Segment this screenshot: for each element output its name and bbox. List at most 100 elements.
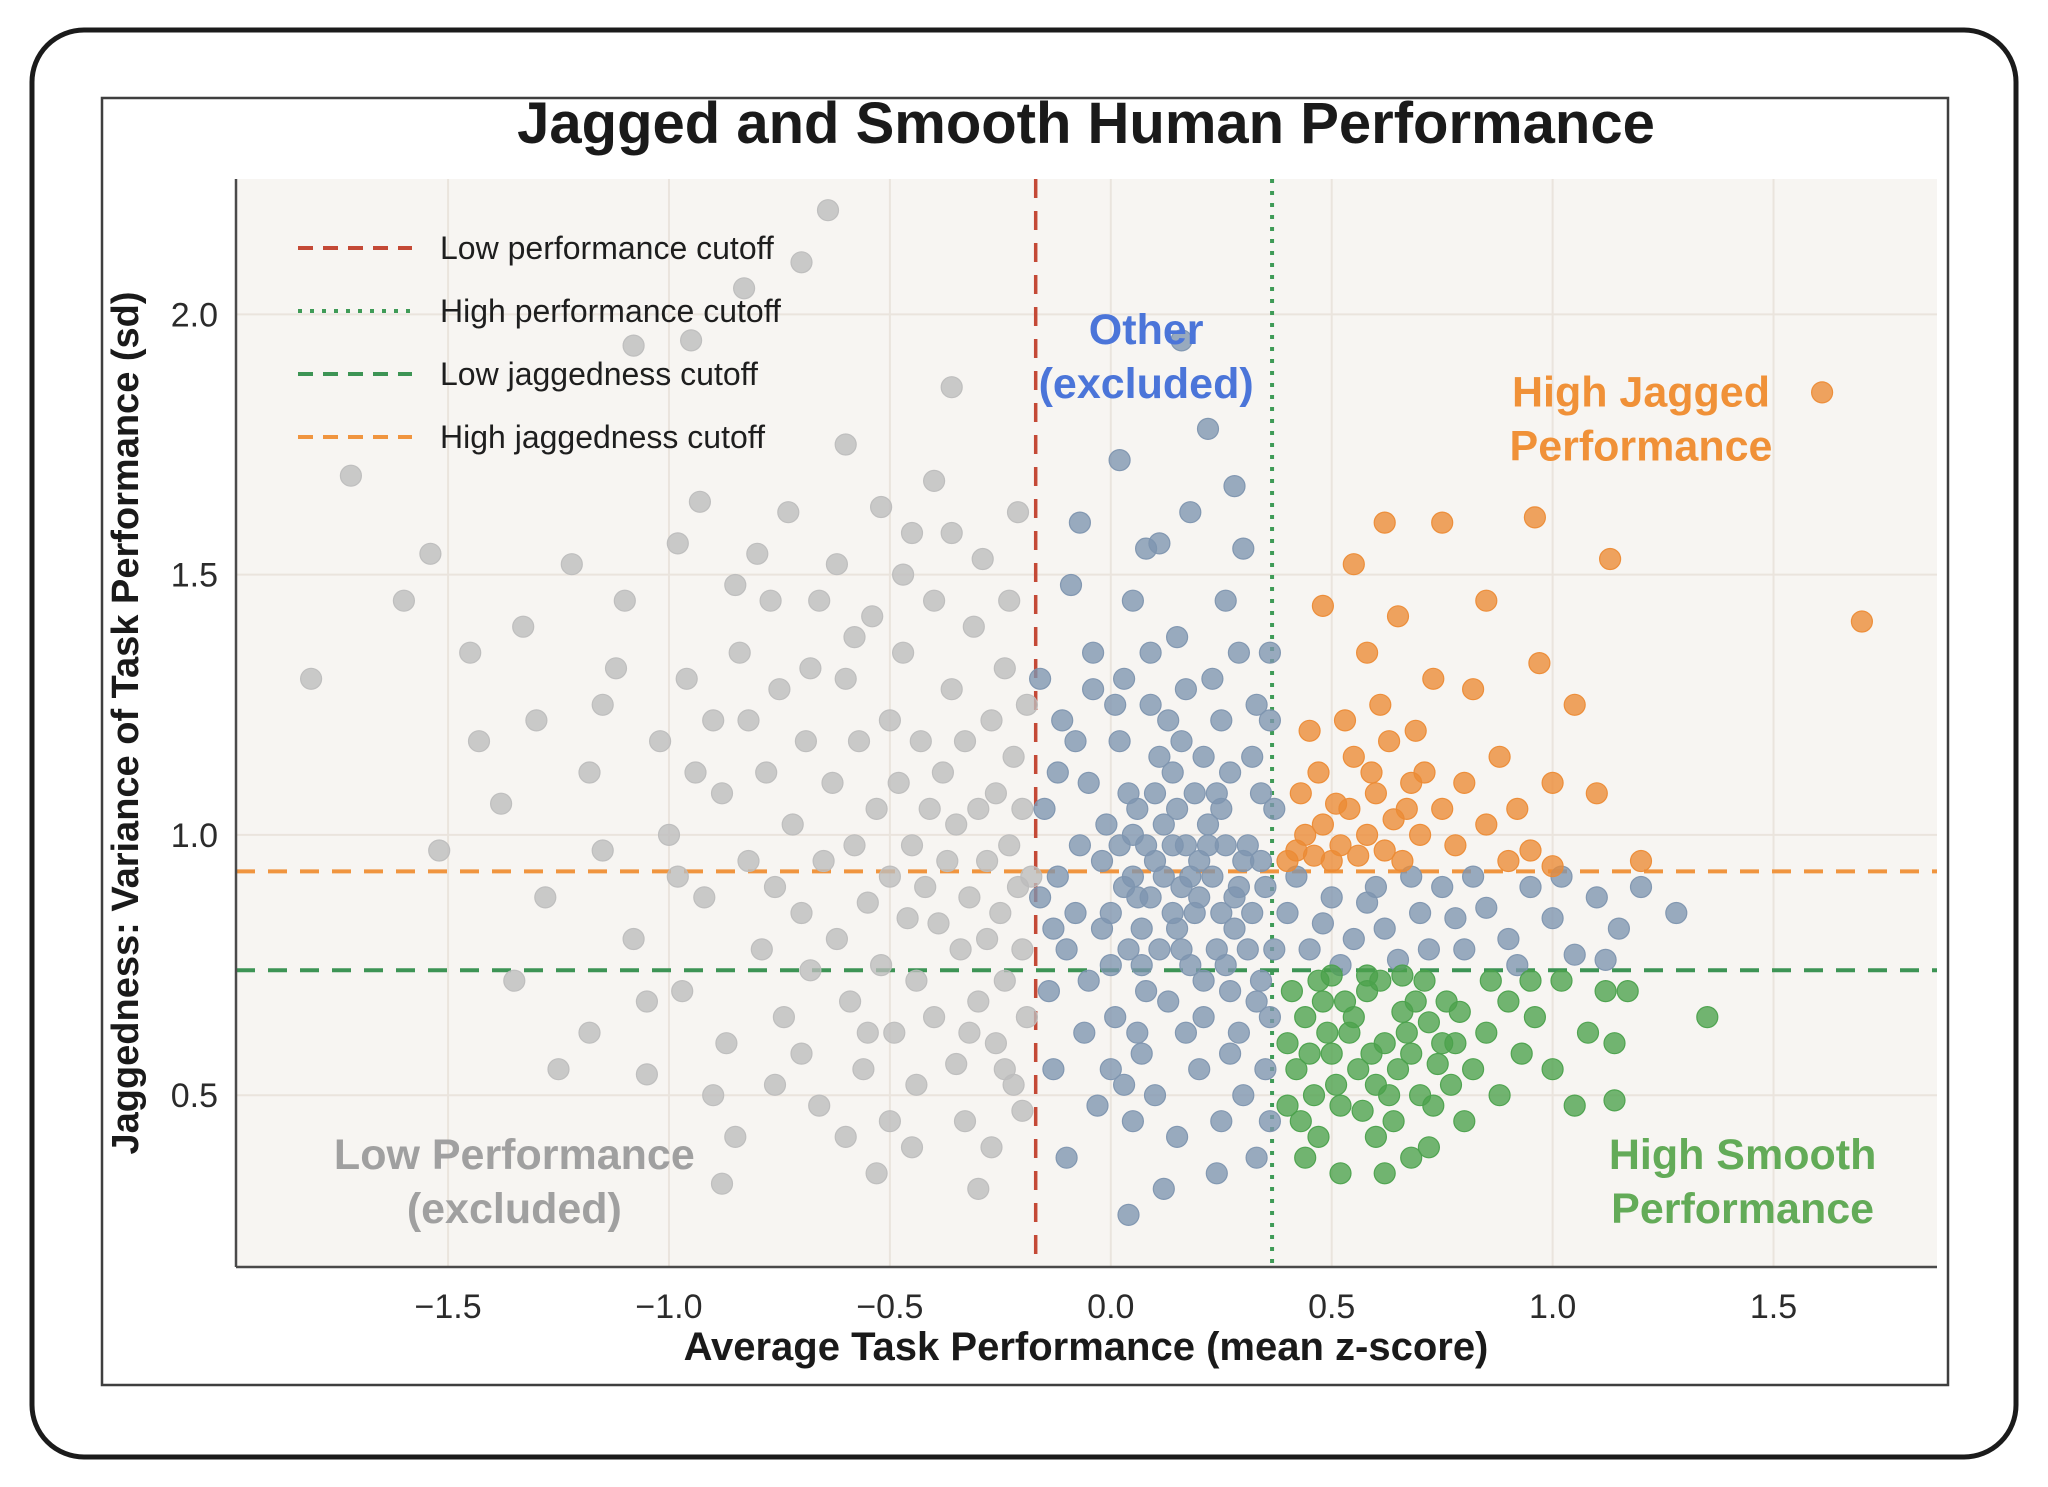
outer-rounded-border: [29, 27, 2019, 1460]
scatter-point: [852, 1058, 875, 1081]
scatter-point: [1108, 730, 1131, 753]
scatter-point: [936, 849, 959, 873]
scatter-point: [759, 589, 782, 612]
scatter-point: [693, 886, 716, 909]
scatter-point: [1320, 964, 1343, 987]
scatter-point: [1227, 641, 1251, 664]
scatter-point: [1280, 979, 1304, 1003]
scatter-point: [856, 1021, 879, 1044]
scatter-point: [1143, 1084, 1167, 1107]
scatter-point: [975, 849, 999, 873]
scatter-point: [1417, 938, 1441, 961]
scatter-point: [980, 1136, 1003, 1159]
scatter-point: [1117, 1203, 1140, 1227]
scatter-point: [905, 969, 928, 992]
scatter-point: [1134, 979, 1158, 1003]
scatter-point: [1223, 886, 1246, 909]
scatter-point: [1541, 771, 1564, 795]
scatter-point: [1585, 782, 1608, 805]
scatter-point: [1245, 1146, 1268, 1169]
scatter-point: [1422, 667, 1445, 690]
scatter-point: [622, 927, 645, 951]
scatter-point: [949, 938, 972, 961]
scatter-point: [1051, 709, 1074, 732]
scatter-point: [1523, 506, 1547, 529]
scatter-point: [1324, 1073, 1348, 1096]
scatter-point: [560, 553, 583, 576]
gridlines: [236, 179, 1937, 1267]
scatter-point: [1241, 745, 1264, 768]
scatter-point: [1112, 667, 1136, 690]
legend-label: High performance cutoff: [440, 293, 781, 329]
scatter-point: [1377, 730, 1401, 753]
scatter-point: [1594, 979, 1617, 1003]
scatter-point: [799, 959, 822, 982]
scatter-point: [1329, 834, 1352, 857]
scatter-point: [1373, 839, 1396, 862]
scatter-point: [1404, 990, 1427, 1013]
scatter-point: [1298, 719, 1321, 742]
scatter-point: [794, 730, 818, 753]
scatter-point: [1214, 953, 1237, 977]
scatter-point: [918, 797, 941, 821]
y-tick-label: 0.5: [171, 1077, 218, 1115]
scatter-point: [1333, 709, 1357, 732]
scatter-point: [1311, 594, 1335, 618]
scatter-point: [1329, 1094, 1352, 1117]
scatter-point: [1850, 610, 1874, 633]
scatter-point: [1506, 797, 1529, 821]
scatter-point: [989, 901, 1012, 925]
scatter-point: [702, 1084, 725, 1107]
scatter-point: [1377, 1084, 1401, 1107]
scatter-point: [1475, 589, 1498, 612]
scatter-point: [984, 782, 1008, 805]
scatter-point: [1210, 901, 1233, 925]
high-smooth-label: High Smooth: [1609, 1131, 1877, 1179]
scatter-point: [1444, 907, 1467, 930]
scatter-point: [1090, 917, 1114, 940]
scatter-point: [1311, 813, 1335, 836]
scatter-point: [1391, 849, 1414, 873]
scatter-point: [1351, 1099, 1374, 1122]
scatter-point: [715, 1032, 738, 1055]
scatter-point: [1355, 823, 1379, 847]
scatter-point: [1426, 1052, 1449, 1076]
scatter-point: [1179, 501, 1202, 524]
scatter-point: [1475, 896, 1498, 919]
y-tick-label: 1.0: [171, 817, 218, 855]
other-excluded-label: (excluded): [1039, 360, 1254, 408]
scatter-point: [834, 433, 857, 456]
scatter-point: [1121, 1110, 1145, 1133]
scatter-point: [1373, 917, 1396, 940]
scatter-point: [1431, 511, 1454, 534]
scatter-point: [1417, 1011, 1441, 1034]
scatter-point: [591, 839, 614, 862]
legend-label: Low performance cutoff: [440, 230, 774, 266]
scatter-point: [1015, 693, 1039, 716]
scatter-point: [909, 730, 932, 753]
scatter-point: [591, 693, 614, 716]
scatter-point: [1201, 865, 1224, 888]
scatter-point: [971, 547, 994, 571]
scatter-point: [1011, 797, 1034, 821]
scatter-point: [1453, 938, 1476, 961]
scatter-point: [1223, 917, 1246, 940]
scatter-point: [1316, 1021, 1339, 1044]
scatter-point: [1148, 938, 1171, 961]
scatter-point: [1298, 938, 1321, 961]
scatter-point: [1099, 1058, 1122, 1081]
scatter-point: [1342, 1005, 1365, 1029]
scatter-point: [1563, 693, 1586, 716]
scatter-point: [1311, 912, 1335, 935]
scatter-point: [1236, 938, 1259, 961]
scatter-point: [900, 521, 924, 545]
scatter-point: [1201, 667, 1224, 690]
scatter-point: [1090, 849, 1114, 873]
scatter-point: [1165, 625, 1189, 649]
scatter-point: [967, 1177, 990, 1201]
scatter-point: [1311, 990, 1335, 1013]
scatter-points: [300, 199, 1874, 1227]
scatter-point: [927, 912, 950, 935]
scatter-point: [1192, 1005, 1215, 1029]
scatter-point: [1395, 797, 1418, 821]
